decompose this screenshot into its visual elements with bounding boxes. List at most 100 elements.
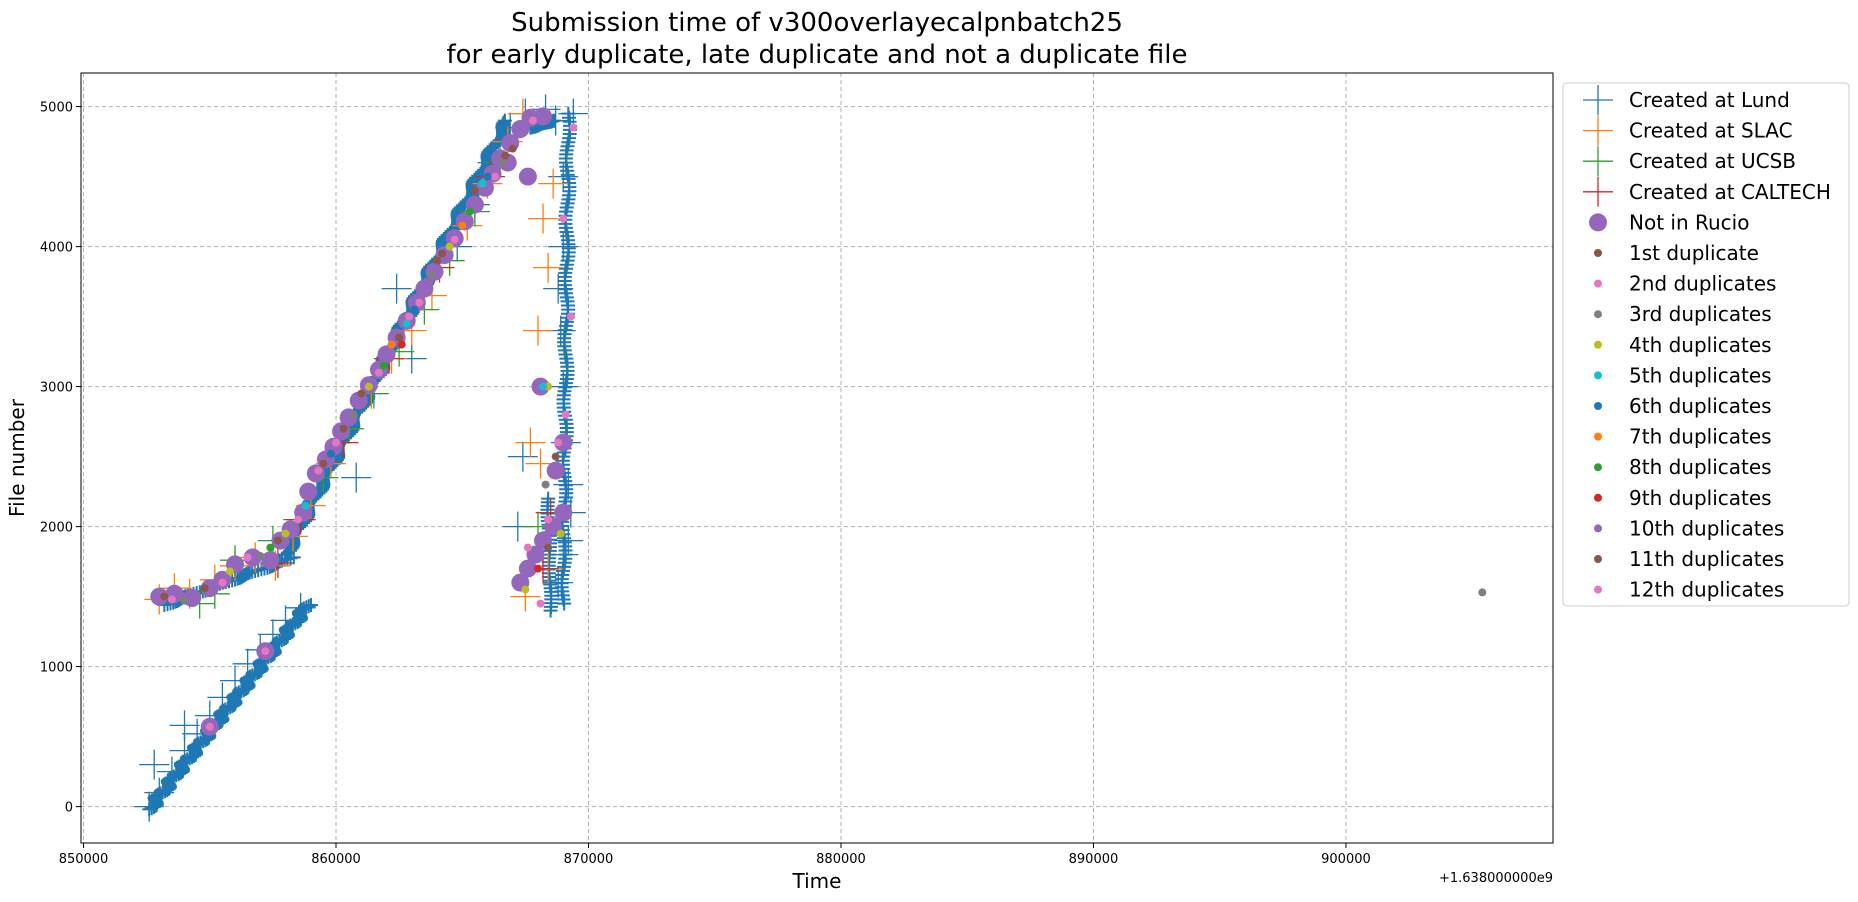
series-4th-duplicates <box>225 242 565 594</box>
legend-label: 4th duplicates <box>1629 333 1772 357</box>
duplicate-point <box>483 172 492 181</box>
duplicate-point <box>395 333 404 342</box>
duplicate-point <box>205 722 214 731</box>
legend-label: Not in Rucio <box>1629 210 1749 234</box>
data-points <box>134 94 1487 822</box>
duplicate-point <box>566 312 575 321</box>
duplicate-point <box>374 368 383 377</box>
duplicate-point <box>523 543 532 552</box>
duplicate-point <box>422 277 431 286</box>
duplicate-point <box>478 179 487 188</box>
legend-marker <box>1594 371 1602 380</box>
duplicate-point <box>427 270 436 279</box>
duplicate-point <box>273 536 282 545</box>
legend-marker <box>1583 85 1613 115</box>
lund-point <box>156 756 187 787</box>
duplicate-point <box>556 529 565 538</box>
lund-point <box>169 710 200 741</box>
not-in-rucio-point <box>243 548 262 567</box>
slac-point <box>533 252 564 283</box>
not-in-rucio-point <box>377 345 396 364</box>
lund-point <box>548 539 579 570</box>
duplicate-point <box>541 480 550 489</box>
duplicate-point <box>218 578 227 587</box>
duplicate-point <box>349 410 358 419</box>
duplicate-point <box>281 529 290 538</box>
duplicate-point <box>433 256 442 265</box>
x-tick-label: 870000 <box>564 852 614 867</box>
duplicate-point <box>450 235 459 244</box>
duplicate-point <box>243 553 252 562</box>
y-tick-label: 1000 <box>40 661 73 676</box>
series-created-at-lund <box>134 94 589 822</box>
axis-ticks: 850000 860000 870000 880000 890000 900000 0 100… <box>40 101 1371 867</box>
not-in-rucio-point <box>518 167 537 186</box>
duplicate-point <box>261 647 270 656</box>
x-tick-label: 850000 <box>59 852 109 867</box>
series-8th-duplicates <box>266 207 474 552</box>
duplicate-point <box>544 515 553 524</box>
legend-label: Created at UCSB <box>1629 149 1796 173</box>
lund-point <box>507 441 538 472</box>
duplicate-point <box>294 515 303 524</box>
duplicate-point <box>387 340 396 349</box>
x-tick-label: 900000 <box>1321 852 1371 867</box>
duplicate-point <box>379 361 388 370</box>
duplicate-point <box>498 158 507 167</box>
lund-point <box>548 231 579 262</box>
legend-label: 1st duplicate <box>1629 241 1759 265</box>
legend-marker <box>1594 432 1602 441</box>
duplicate-point <box>528 116 537 125</box>
legend-marker <box>1583 115 1613 146</box>
lund-band-marks <box>142 598 318 817</box>
chart-title: Submission time of v300overlayecalpnbatc… <box>511 8 1123 38</box>
legend-label: Created at SLAC <box>1629 119 1793 143</box>
not-in-rucio-point <box>150 587 169 606</box>
duplicate-point <box>551 452 560 461</box>
x-tick-label: 860000 <box>311 852 361 867</box>
duplicate-point <box>539 382 548 391</box>
duplicate-point <box>326 449 335 458</box>
legend-marker <box>1594 402 1602 410</box>
legend-label: Created at CALTECH <box>1629 180 1831 204</box>
x-axis-label: Time <box>792 869 842 893</box>
duplicate-point <box>410 305 419 314</box>
series-5th-duplicates <box>301 179 548 510</box>
legend-marker <box>1594 249 1602 257</box>
lund-point <box>139 749 170 780</box>
not-in-rucio-point <box>518 559 537 578</box>
y-tick-label: 2000 <box>40 521 73 536</box>
legend-frame <box>1562 82 1850 607</box>
duplicate-point <box>561 410 570 419</box>
chart-subtitle: for early duplicate, late duplicate and … <box>446 40 1187 70</box>
series-6th-duplicates <box>326 172 492 458</box>
legend-label: 5th duplicates <box>1629 363 1772 387</box>
legend-marker <box>1583 146 1613 177</box>
lund-point-band <box>142 106 577 817</box>
lund-point <box>553 469 584 500</box>
legend-marker <box>1589 213 1607 232</box>
duplicate-point <box>200 584 209 593</box>
not-in-rucio-point <box>261 551 280 570</box>
series-1st-duplicate <box>160 144 560 601</box>
y-tick-label: 0 <box>65 801 73 816</box>
lund-point <box>381 273 412 304</box>
not-in-rucio-point <box>554 503 573 522</box>
duplicate-point <box>534 564 543 573</box>
duplicate-point <box>1478 588 1487 597</box>
legend-marker <box>1594 585 1602 594</box>
legend-marker <box>1594 524 1602 533</box>
series-3rd-duplicates <box>180 158 1487 605</box>
duplicate-point <box>357 389 366 398</box>
y-tick-label: 3000 <box>40 381 73 396</box>
duplicate-point <box>491 172 500 181</box>
slac-point <box>528 203 559 234</box>
lund-point <box>144 777 175 808</box>
series-12th-duplicates <box>314 312 532 552</box>
not-in-rucio-point <box>200 579 219 598</box>
duplicate-point <box>559 214 568 223</box>
duplicate-point <box>160 592 169 601</box>
duplicate-point <box>501 151 510 160</box>
legend-label: 10th duplicates <box>1629 516 1784 540</box>
